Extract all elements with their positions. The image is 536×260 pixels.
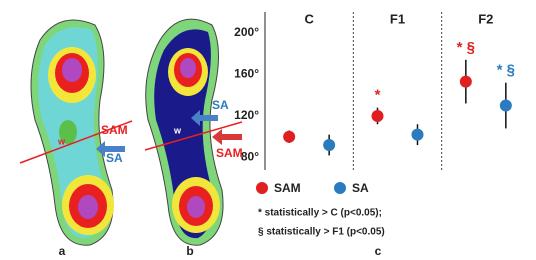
foot-label: SAM [101, 123, 128, 137]
footnote: § statistically > F1 (p<0.05) [258, 227, 385, 238]
foot-label: SA [106, 151, 123, 165]
foot-label: w [173, 125, 182, 135]
figure: SAM SA w a SA SAM w b 80° 120° 160° 200° C F1… [0, 0, 536, 260]
y-tick-label: 120° [234, 108, 259, 122]
y-tick-label: 160° [234, 67, 259, 81]
foot-image-b [145, 19, 242, 245]
significance-label: * § [497, 62, 515, 79]
significance-label: * § [457, 39, 475, 56]
legend-label: SA [352, 181, 369, 195]
panel-label: c [375, 244, 382, 258]
legend-label: SAM [274, 181, 301, 195]
y-tick-label: 200° [234, 25, 259, 39]
foot-label: SAM [216, 146, 243, 160]
significance-label: * [375, 87, 381, 104]
dot [412, 129, 424, 141]
category-label: F2 [478, 11, 493, 26]
footnote: * statistically > C (p<0.05); [258, 208, 382, 219]
dot [323, 139, 335, 151]
legend-marker [256, 182, 268, 194]
y-tick-label: 80° [241, 150, 259, 164]
category-label: F1 [390, 11, 405, 26]
category-label: C [304, 11, 314, 26]
panel-label: a [59, 244, 66, 258]
foot-label: SA [212, 98, 229, 112]
dot [500, 100, 512, 112]
legend-marker [334, 182, 346, 194]
panel-label: b [186, 244, 193, 258]
dot [372, 110, 384, 122]
dot [283, 131, 295, 143]
foot-label: w [57, 136, 66, 146]
dot [460, 76, 472, 88]
